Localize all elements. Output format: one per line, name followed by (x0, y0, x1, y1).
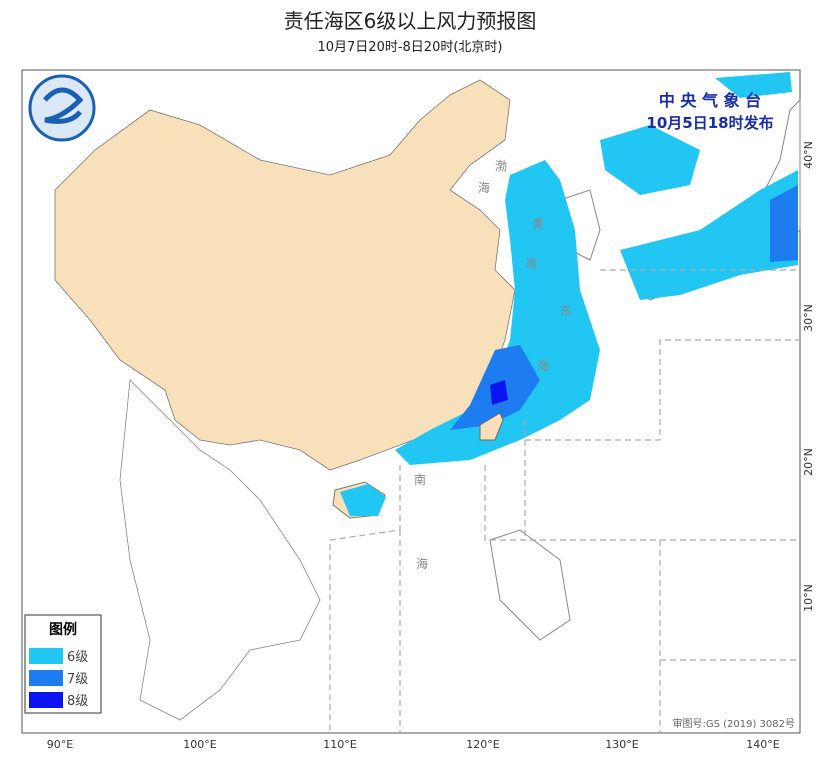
sea-label: 南 (414, 472, 426, 487)
sea-label: 海 (525, 256, 537, 271)
legend-label: 7级 (67, 672, 88, 687)
taiwan (479, 412, 504, 441)
issue-time: 10月5日18时发布 (646, 114, 773, 132)
lat-label: 10°N (802, 584, 815, 612)
sea-label: 东 (560, 304, 572, 318)
lon-label: 130°E (605, 738, 638, 751)
sea-label: 黄 (532, 217, 544, 231)
map-number: 审图号:GS (2019) 3082号 (672, 717, 795, 730)
wind-area-6 (715, 72, 792, 98)
agency: 中 央 气 象 台 (659, 91, 761, 110)
sea-label: 海 (478, 180, 490, 195)
legend-label: 6级 (67, 650, 88, 665)
lon-label: 100°E (183, 738, 216, 751)
philippines (489, 529, 571, 641)
wind-area-6 (395, 160, 600, 465)
indochina (119, 379, 321, 721)
legend: 图例 6级 7级 8级 (24, 614, 102, 714)
lon-label: 120°E (466, 738, 499, 751)
sea-label: 海 (537, 358, 549, 373)
legend-swatch (29, 648, 63, 664)
lon-labels: 90°E 100°E 110°E 120°E 130°E 140°E (47, 738, 780, 751)
sea-zone-boundary (329, 269, 800, 733)
map (21, 69, 801, 734)
legend-swatch (29, 692, 63, 708)
subtitle: 10月7日20时-8日20时(北京时) (317, 40, 502, 55)
wind-area-6 (340, 484, 386, 516)
wind-area-6 (600, 125, 700, 195)
lat-label: 30°N (802, 304, 815, 332)
title: 责任海区6级以上风力预报图 (284, 9, 537, 33)
legend-swatch (29, 670, 63, 686)
logo (28, 74, 96, 142)
sea-label: 海 (416, 556, 428, 571)
lat-label: 40°N (802, 141, 815, 169)
lon-label: 110°E (323, 738, 356, 751)
lon-label: 140°E (746, 738, 779, 751)
wind-area-6 (620, 170, 798, 300)
lat-labels: 40°N 30°N 20°N 10°N (802, 141, 815, 612)
legend-label: 8级 (67, 694, 88, 709)
sea-label: 渤 (495, 159, 507, 173)
legend-title: 图例 (49, 621, 77, 638)
wind-area-7 (770, 185, 798, 262)
lat-label: 20°N (802, 448, 815, 476)
logo-mark (43, 87, 84, 124)
wind-area-8 (490, 380, 508, 405)
lon-label: 90°E (47, 738, 73, 751)
